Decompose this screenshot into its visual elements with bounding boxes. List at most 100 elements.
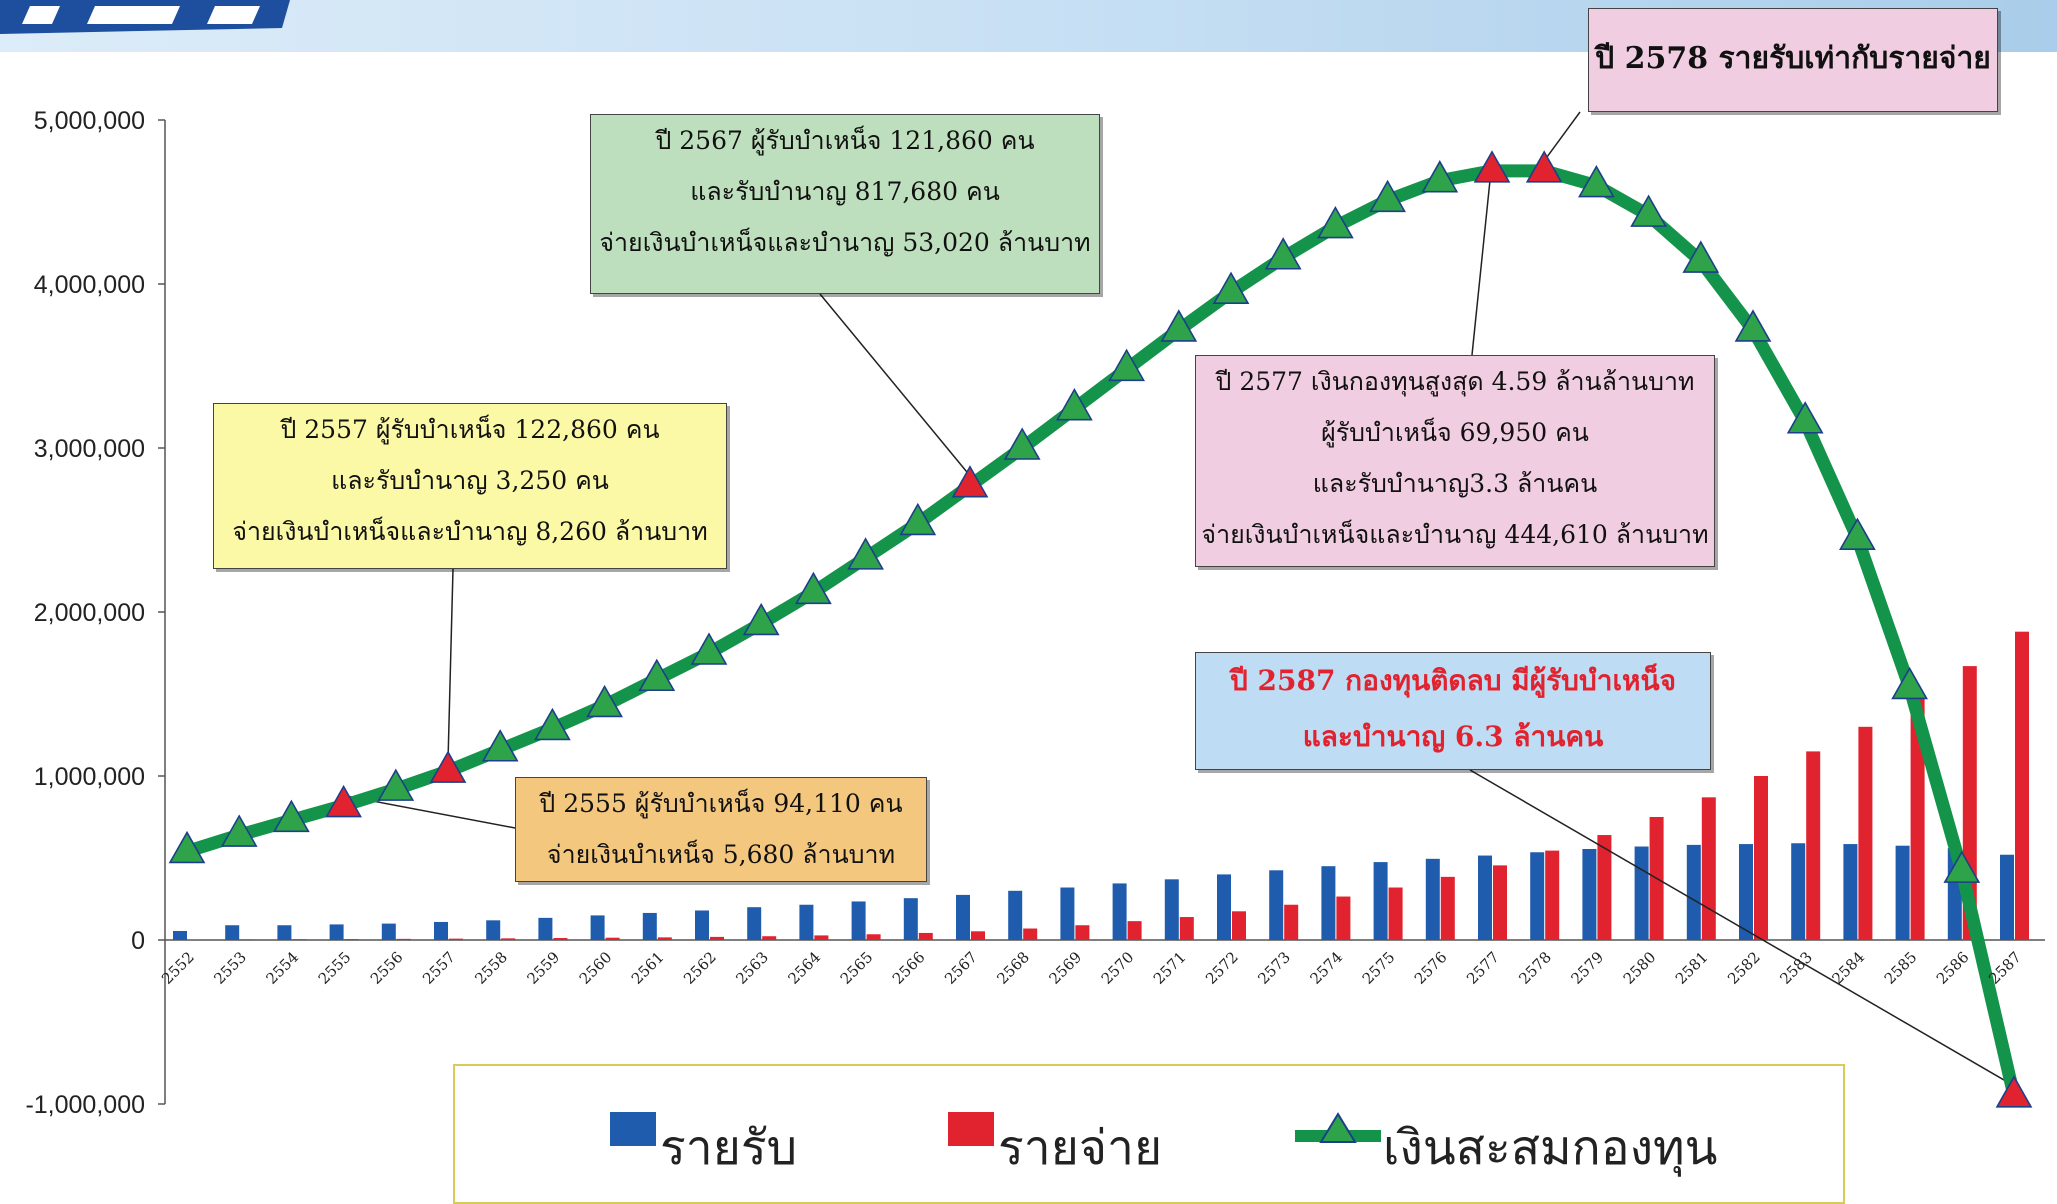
leader-line <box>1543 111 1581 162</box>
expense-bar <box>1127 921 1142 940</box>
x-tick-label: 2561 <box>628 948 668 988</box>
x-tick-label: 2582 <box>1724 948 1764 988</box>
fund-point <box>1003 427 1041 460</box>
expense-bar <box>657 937 672 940</box>
fund-point <box>220 814 258 847</box>
fund-point-highlight <box>1473 150 1511 183</box>
y-tick-label: 1,000,000 <box>34 763 145 791</box>
expense-bar <box>1597 835 1612 940</box>
fund-point <box>847 537 884 570</box>
y-tick-label: 0 <box>131 927 145 955</box>
logo-icon <box>0 0 290 34</box>
x-tick-label: 2572 <box>1202 948 1242 988</box>
fund-point <box>899 502 937 536</box>
income-bar <box>1217 874 1231 940</box>
fund-point-highlight <box>951 465 989 498</box>
x-tick-label: 2556 <box>367 948 407 988</box>
income-bar <box>1164 879 1179 940</box>
fund-point <box>273 799 310 833</box>
income-bar <box>486 920 501 940</box>
x-tick-label: 2552 <box>158 948 198 988</box>
y-tick-label: -1,000,000 <box>25 1091 145 1119</box>
fund-point <box>481 729 519 762</box>
income-bar <box>1686 844 1701 940</box>
legend-income-label: รายรับ <box>660 1120 798 1176</box>
income-bar <box>1478 855 1492 940</box>
fund-point <box>586 684 623 718</box>
annotation-2577-line-2: ผู้รับบำเหน็จ 69,950 คน <box>1321 418 1589 447</box>
leader-line <box>1469 769 2015 1087</box>
x-tick-label: 2569 <box>1045 948 1085 988</box>
expense-bar <box>1440 876 1455 940</box>
leader-line <box>819 293 971 477</box>
expense-bar <box>1023 928 1038 940</box>
x-tick-label: 2580 <box>1620 948 1660 988</box>
expense-bar <box>188 939 202 941</box>
expense-bar <box>1388 887 1403 940</box>
expense-bar <box>1701 797 1716 940</box>
income-bar <box>1530 852 1545 940</box>
x-tick-label: 2587 <box>1985 948 2025 988</box>
expense-bar <box>344 939 359 940</box>
expense-bar <box>1232 911 1246 940</box>
income-bar <box>329 924 344 940</box>
expense-bar <box>1284 904 1299 940</box>
x-tick-label: 2555 <box>315 948 355 988</box>
expense-bar <box>762 936 777 940</box>
fund-point <box>168 830 206 864</box>
annotation-2555: ปี 2555 ผู้รับบำเหน็จ 94,110 คน จ่ายเงิน… <box>515 777 927 882</box>
income-bar <box>956 894 970 940</box>
expense-bar <box>1336 896 1351 940</box>
income-bar <box>747 907 762 940</box>
y-tick-label: 4,000,000 <box>34 271 145 299</box>
expense-bar <box>866 934 881 940</box>
expense-bar <box>1806 751 1821 940</box>
x-tick-label: 2562 <box>680 948 720 988</box>
income-bar <box>1425 858 1440 940</box>
x-tick-label: 2575 <box>1359 948 1399 988</box>
expense-bar <box>605 937 620 940</box>
fund-point-highlight <box>1525 150 1563 183</box>
annotation-2567-line-2: และรับบำนาญ 817,680 คน <box>690 177 1000 206</box>
expense-bar <box>1493 865 1507 940</box>
x-tick-label: 2570 <box>1098 948 1138 988</box>
x-tick-label: 2565 <box>837 948 877 988</box>
expense-bar <box>814 935 829 940</box>
annotation-2577-line-1: ปี 2577 เงินกองทุนสูงสุด 4.59 ล้านล้านบา… <box>1215 367 1695 396</box>
expense-bar <box>449 938 463 940</box>
fund-point <box>1578 164 1615 198</box>
annotation-2567-line-1: ปี 2567 ผู้รับบำเหน็จ 121,860 คน <box>655 126 1035 155</box>
annotation-2557: ปี 2557 ผู้รับบำเหน็จ 122,860 คน และรับบ… <box>213 403 727 569</box>
fund-point-highlight <box>429 750 467 783</box>
legend-income-swatch <box>610 1112 656 1146</box>
x-tick-label: 2566 <box>889 948 929 988</box>
income-bar <box>381 923 396 940</box>
income-bar <box>1060 887 1075 940</box>
annotation-2578-line-1: ปี 2578 รายรับเท่ากับรายจ่าย <box>1595 41 1991 76</box>
income-bar <box>642 912 657 940</box>
fund-point <box>1317 205 1354 239</box>
x-tick-label: 2557 <box>419 948 459 988</box>
fund-line <box>185 164 2021 1098</box>
x-tick-label: 2568 <box>993 948 1033 988</box>
fund-point <box>1943 850 1981 883</box>
expense-bar <box>501 938 516 940</box>
income-bar <box>851 901 866 940</box>
expense-bar <box>240 939 255 940</box>
fund-point <box>1839 517 1876 551</box>
expense-bar <box>918 932 933 940</box>
annotation-2577-line-3: และรับบำนาญ3.3 ล้านคน <box>1312 469 1598 498</box>
fund-point <box>1369 179 1406 213</box>
fund-point <box>1682 240 1720 273</box>
x-tick-label: 2553 <box>210 948 250 988</box>
income-bar <box>1373 862 1388 940</box>
fund-point <box>1056 388 1093 421</box>
income-bar <box>434 921 448 940</box>
income-bar <box>538 917 553 940</box>
expense-bar <box>1858 726 1873 940</box>
chart-legend: รายรับ รายจ่าย เงินสะสมกองทุน <box>453 1064 1845 1204</box>
fund-point-highlight <box>325 784 362 818</box>
expense-bar <box>2015 631 2029 940</box>
income-bar <box>1008 890 1023 940</box>
income-bar <box>799 904 814 940</box>
